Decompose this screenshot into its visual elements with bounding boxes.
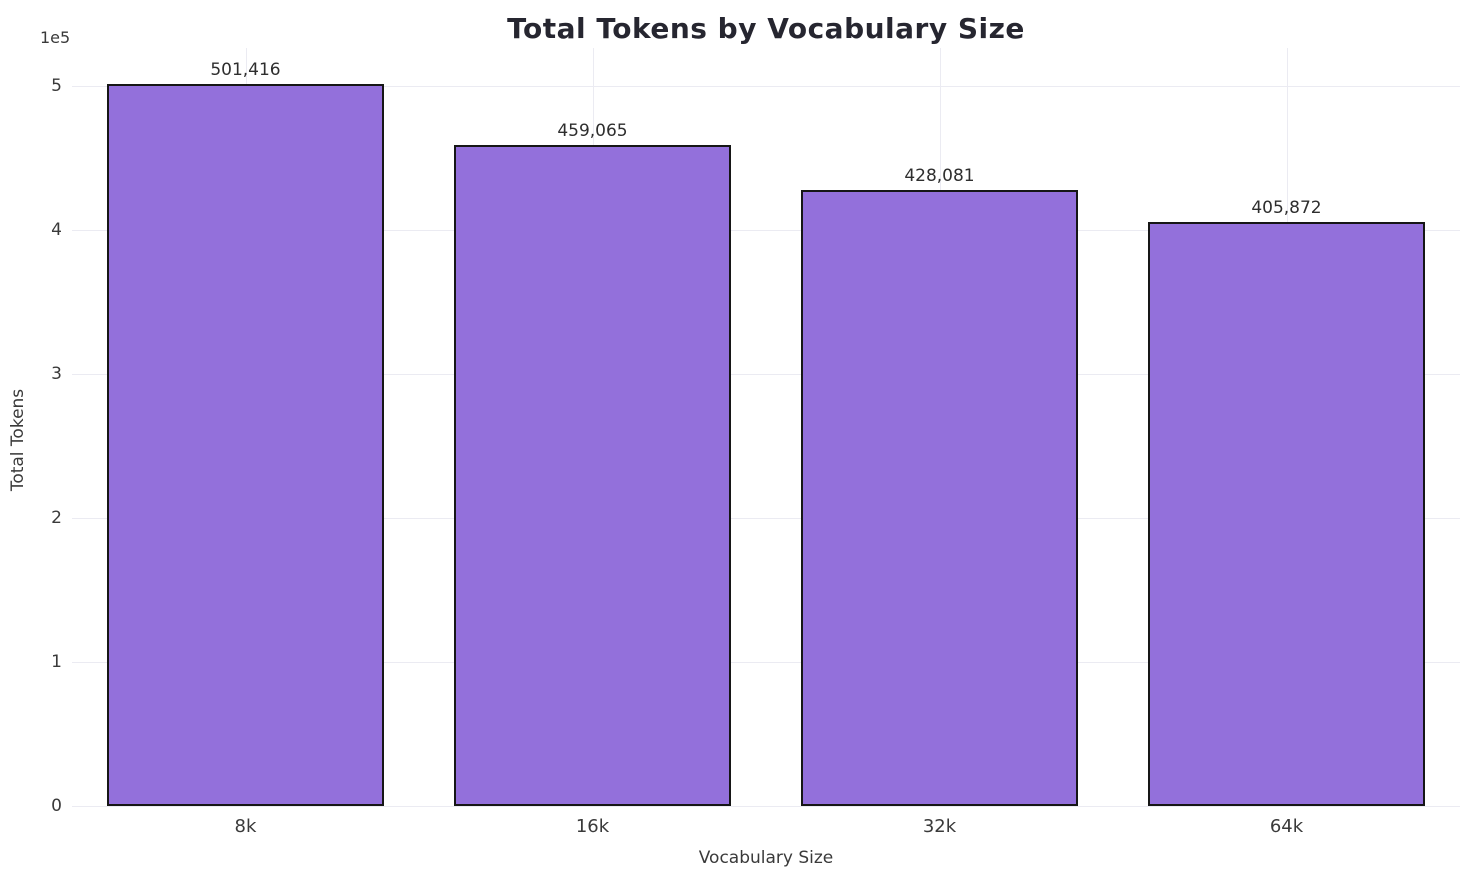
x-axis-label: Vocabulary Size [698,848,834,868]
bar-value-label: 459,065 [557,121,628,142]
chart-title: Total Tokens by Vocabulary Size [507,12,1025,45]
x-tick-label: 8k [234,816,257,837]
bar-64k [1147,221,1426,806]
y-tick-label: 3 [51,364,62,385]
y-gridline [72,374,1460,376]
x-tick-label: 16k [575,816,610,837]
y-axis-label: Total Tokens [8,388,28,492]
x-tick-label: 32k [922,816,957,837]
y-tick-label: 1 [51,652,62,673]
y-gridline [72,86,1460,88]
bar-value-label: 428,081 [904,165,975,186]
y-gridline [72,662,1460,664]
y-tick-label: 5 [51,76,62,97]
y-gridline [72,806,1460,807]
y-tick-label: 0 [51,796,62,816]
bar-value-label: 405,872 [1251,197,1322,218]
plot-area: 501,416 459,065 428,081 405,872 [72,48,1460,807]
y-gridline [72,230,1460,232]
y-tick-label: 2 [51,508,62,529]
y-tick-label: 4 [51,220,62,241]
x-tick-label: 64k [1269,816,1304,837]
bar-16k [453,145,732,806]
y-axis-offset-label: 1e5 [40,28,71,47]
bar-8k [106,84,385,806]
bar-value-label: 501,416 [210,60,281,81]
y-gridline [72,518,1460,520]
bar-32k [800,189,1079,806]
